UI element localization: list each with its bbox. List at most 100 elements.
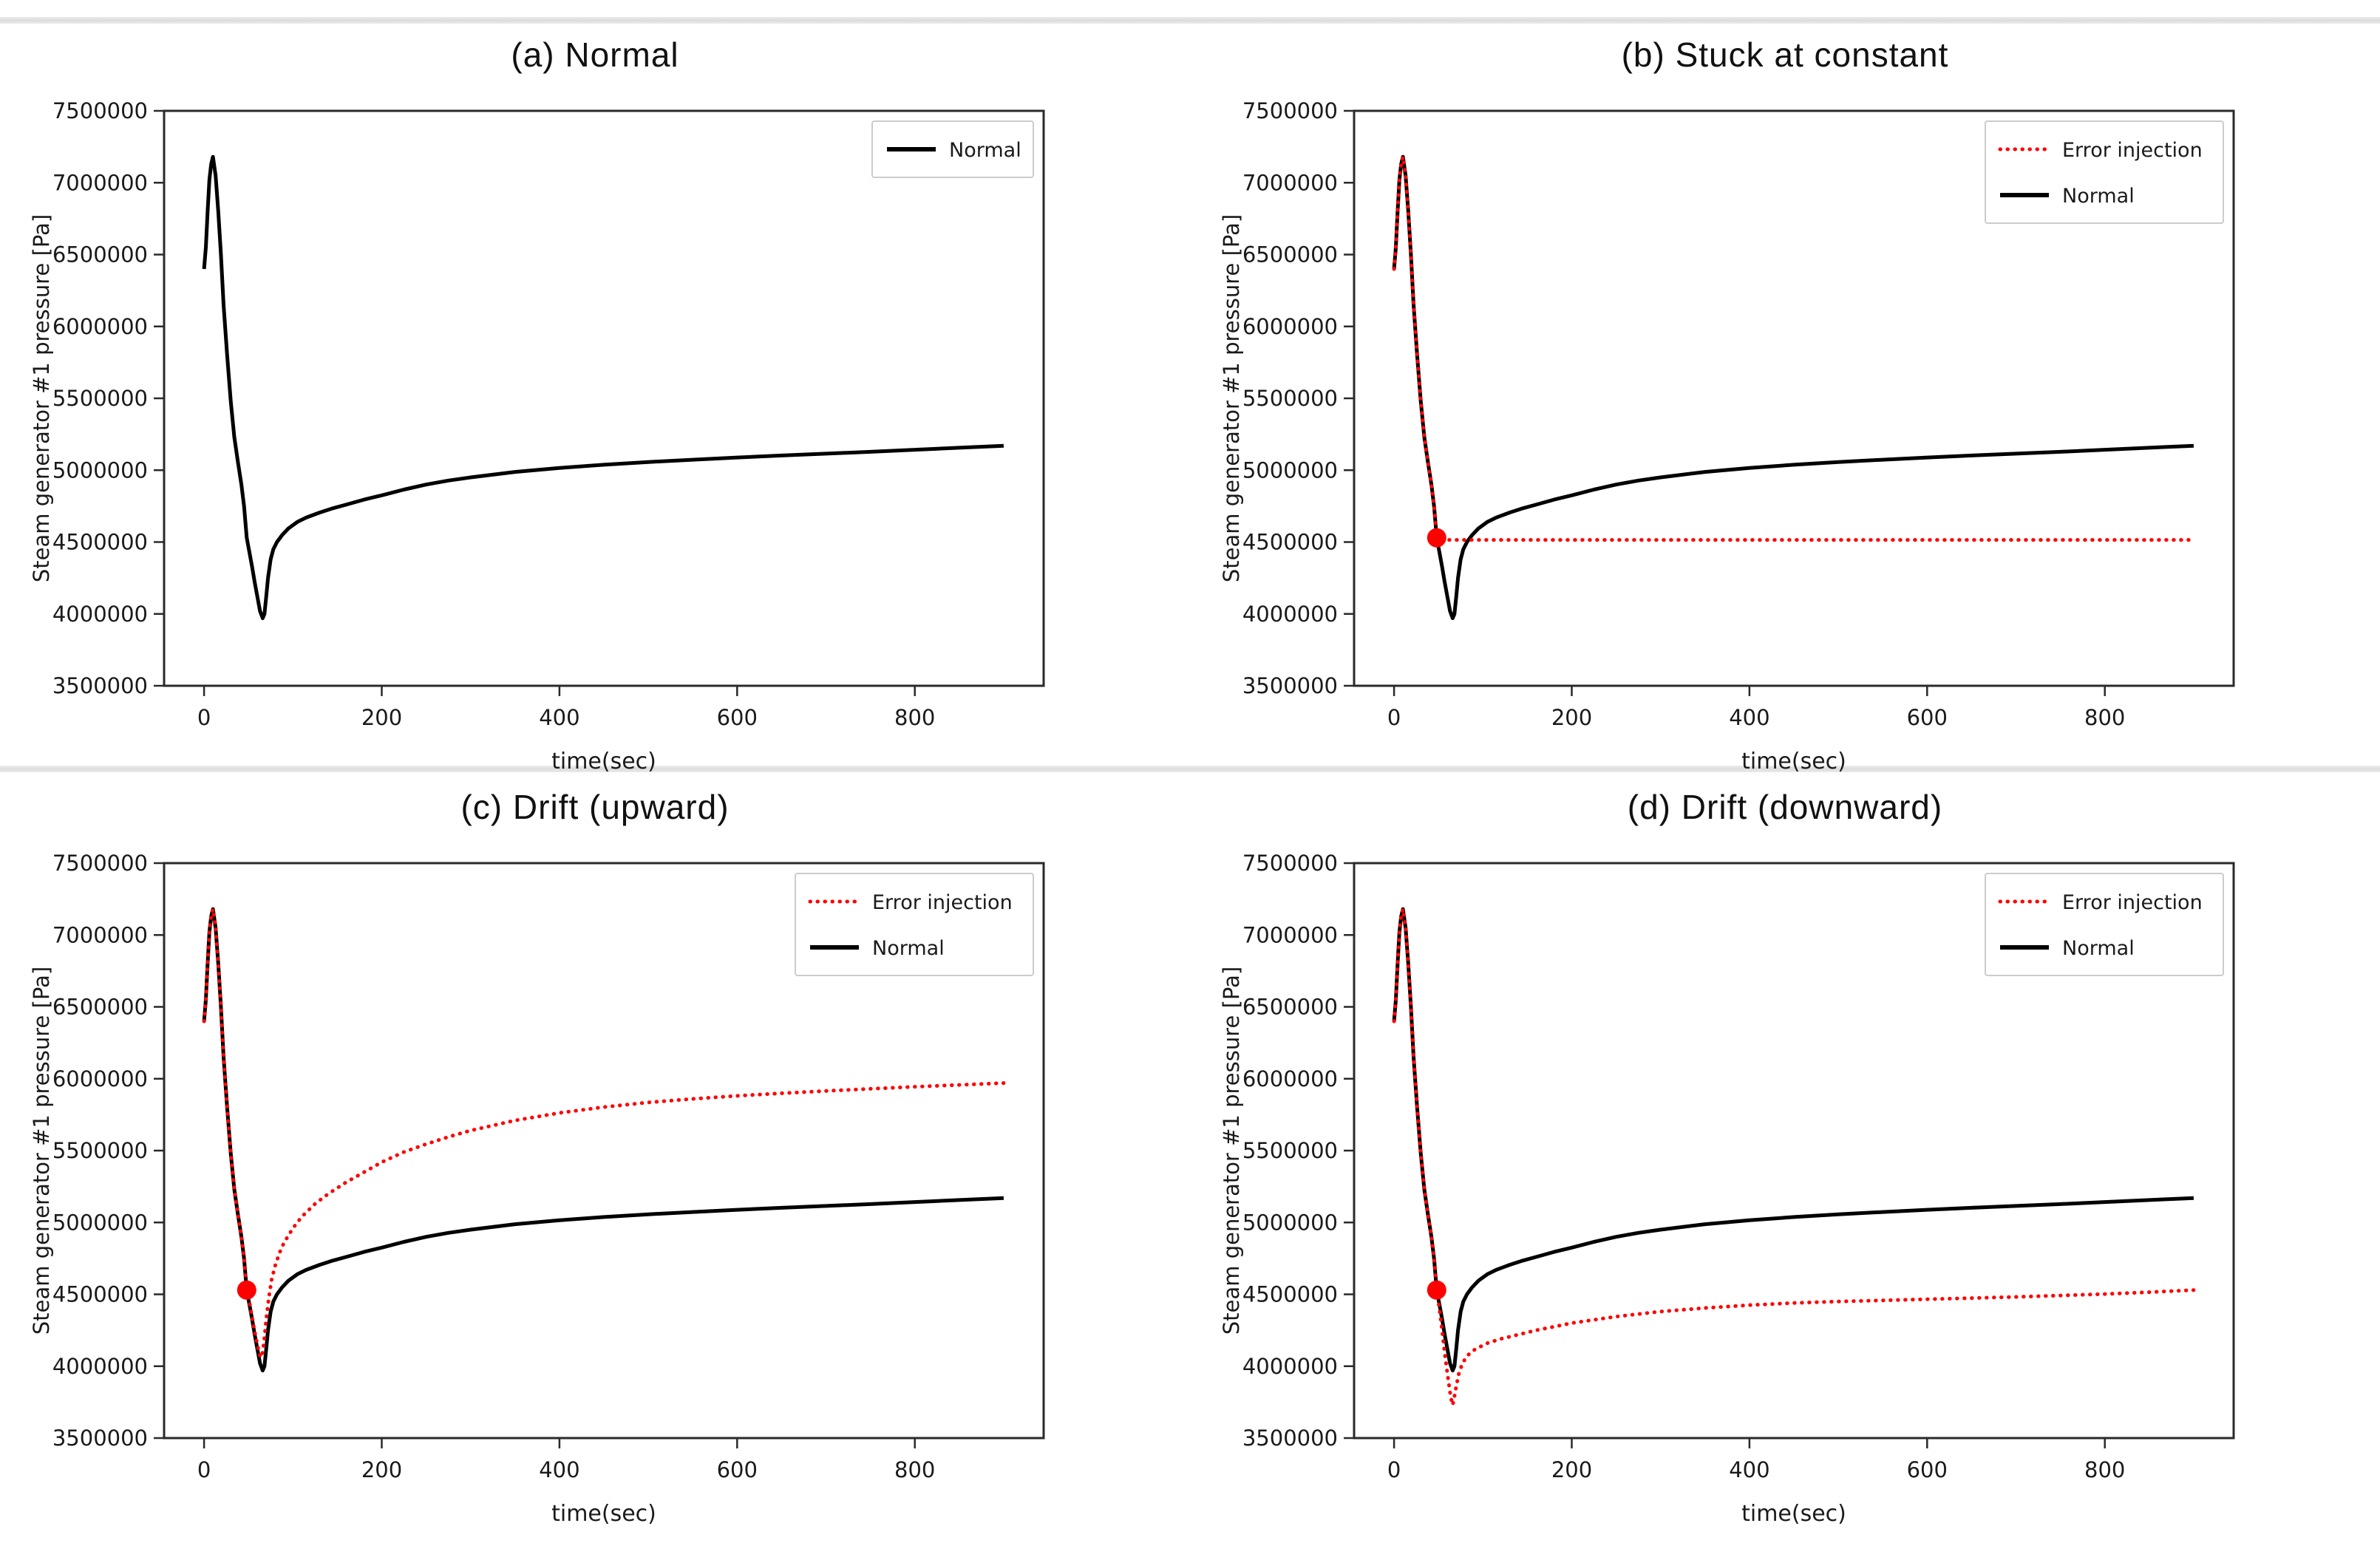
y-tick-label: 4500000 <box>52 530 148 555</box>
x-tick-label: 200 <box>1551 705 1592 730</box>
legend-label: Normal <box>872 937 945 960</box>
chart-c-drift-upward: 3500000 4000000 4500000 5000000 5500000 60000… <box>29 851 1045 1524</box>
series-error-injection <box>202 907 1006 1360</box>
y-tick-label: 4500000 <box>1242 530 1338 555</box>
x-tick-label: 200 <box>361 1457 402 1482</box>
chart-c-title: (c) Drift (upward) <box>460 788 730 826</box>
legend-box: Error injection Normal <box>1985 120 2224 224</box>
x-tick-label: 600 <box>717 705 758 730</box>
y-tick-label: 6500000 <box>1242 995 1338 1020</box>
y-tick-label: 7500000 <box>52 851 148 876</box>
y-tick-label: 3500000 <box>52 673 148 698</box>
legend-frame <box>871 120 1034 178</box>
y-tick-label: 7000000 <box>52 922 148 947</box>
y-tick-label: 5000000 <box>1242 457 1338 483</box>
panel-a-normal: 3500000 4000000 4500000 5000000 5500000 60000… <box>0 22 1190 774</box>
y-tick-label: 3500000 <box>52 1426 148 1451</box>
chart-b-title: (b) Stuck at constant <box>1621 35 1949 74</box>
axes-frame <box>163 109 1045 687</box>
y-axis-label: Steam generator #1 pressure [Pa] <box>29 967 54 1335</box>
legend-label: Error injection <box>2062 891 2203 914</box>
y-tick-label: 7000000 <box>52 170 148 195</box>
y-tick-label: 5000000 <box>52 1210 148 1235</box>
y-tick-label: 4000000 <box>52 602 148 627</box>
y-tick-label: 4000000 <box>1242 602 1338 627</box>
chart-d-title: (d) Drift (downward) <box>1627 788 1943 826</box>
x-axis-label: time(sec) <box>551 1501 656 1524</box>
plot-area-b: 3500000 4000000 4500000 5000000 5500000 60000… <box>1219 98 2235 772</box>
x-tick-label: 600 <box>1907 1457 1948 1482</box>
y-tick-label: 7500000 <box>1242 98 1338 123</box>
y-tick-label: 7500000 <box>1242 851 1338 876</box>
y-tick-label: 7000000 <box>1242 170 1338 195</box>
y-tick-label: 6500000 <box>52 995 148 1020</box>
x-axis-label: time(sec) <box>551 749 656 772</box>
middle-separator-rule <box>0 766 2380 772</box>
y-tick-label: 6500000 <box>1242 242 1338 268</box>
series-error-injection <box>1392 907 2196 1407</box>
x-tick-label: 800 <box>894 705 935 730</box>
legend-frame <box>1985 120 2224 224</box>
y-tick-label: 6000000 <box>52 1066 148 1091</box>
error-injection-marker-dot <box>237 1280 256 1300</box>
panel-d-drift-downward: 3500000 4000000 4500000 5000000 5500000 60000… <box>1190 774 2380 1543</box>
legend-label: Normal <box>2062 937 2135 960</box>
x-tick-label: 400 <box>1729 705 1769 730</box>
y-axis-label: Steam generator #1 pressure [Pa] <box>1219 214 1244 582</box>
y-tick-label: 6000000 <box>52 314 148 339</box>
legend-frame <box>795 873 1034 976</box>
top-separator-rule <box>0 17 2380 24</box>
y-axis-label: Steam generator #1 pressure [Pa] <box>1219 967 1244 1335</box>
x-tick-label: 200 <box>361 705 402 730</box>
x-tick-label: 800 <box>2084 705 2125 730</box>
y-tick-label: 6500000 <box>52 242 148 268</box>
legend-label: Error injection <box>872 891 1013 914</box>
x-tick-label: 0 <box>1387 1457 1401 1482</box>
x-tick-label: 400 <box>539 1457 579 1482</box>
y-tick-label: 7000000 <box>1242 922 1338 947</box>
legend-label: Normal <box>2062 185 2135 208</box>
y-tick-label: 4500000 <box>1242 1282 1338 1307</box>
y-tick-label: 5500000 <box>1242 1138 1338 1163</box>
legend-box: Error injection Normal <box>1985 873 2224 976</box>
panel-c-drift-upward: 3500000 4000000 4500000 5000000 5500000 60000… <box>0 774 1190 1543</box>
y-tick-label: 6000000 <box>1242 314 1338 339</box>
chart-a-title: (a) Normal <box>511 35 679 74</box>
error-injection-marker-dot <box>1427 528 1446 548</box>
x-tick-label: 800 <box>2084 1457 2125 1482</box>
x-tick-label: 600 <box>1907 705 1948 730</box>
x-axis-label: time(sec) <box>1741 1501 1846 1524</box>
x-tick-label: 600 <box>717 1457 758 1482</box>
y-tick-label: 5500000 <box>52 386 148 411</box>
series-normal <box>1392 154 2194 621</box>
x-tick-label: 0 <box>197 705 211 730</box>
series-normal <box>202 907 1004 1373</box>
y-tick-label: 6000000 <box>1242 1066 1338 1091</box>
y-tick-label: 5500000 <box>1242 386 1338 411</box>
y-tick-label: 5000000 <box>1242 1210 1338 1235</box>
legend-box: Normal <box>871 120 1034 178</box>
y-tick-label: 4500000 <box>52 1282 148 1307</box>
legend-frame <box>1985 873 2224 976</box>
legend-label: Normal <box>949 139 1021 162</box>
legend-box: Error injection Normal <box>795 873 1034 976</box>
chart-a-normal: 3500000 4000000 4500000 5000000 5500000 60000… <box>29 98 1045 772</box>
error-injection-marker-dot <box>1427 1280 1446 1300</box>
y-tick-label: 4000000 <box>1242 1354 1338 1379</box>
x-tick-label: 400 <box>539 705 579 730</box>
y-axis-label: Steam generator #1 pressure [Pa] <box>29 214 54 582</box>
x-tick-label: 800 <box>894 1457 935 1482</box>
plot-area-c: 3500000 4000000 4500000 5000000 5500000 60000… <box>29 851 1045 1524</box>
series-normal <box>202 154 1004 621</box>
plot-area-d: 3500000 4000000 4500000 5000000 5500000 60000… <box>1219 851 2235 1524</box>
x-tick-label: 400 <box>1729 1457 1769 1482</box>
y-tick-label: 3500000 <box>1242 1426 1338 1451</box>
x-tick-label: 0 <box>1387 705 1401 730</box>
panel-b-stuck-at-constant: 3500000 4000000 4500000 5000000 5500000 60000… <box>1190 22 2380 774</box>
legend-label: Error injection <box>2062 139 2203 162</box>
chart-d-drift-downward: 3500000 4000000 4500000 5000000 5500000 60000… <box>1219 851 2235 1524</box>
y-tick-label: 4000000 <box>52 1354 148 1379</box>
y-tick-label: 7500000 <box>52 98 148 123</box>
y-tick-label: 3500000 <box>1242 673 1338 698</box>
